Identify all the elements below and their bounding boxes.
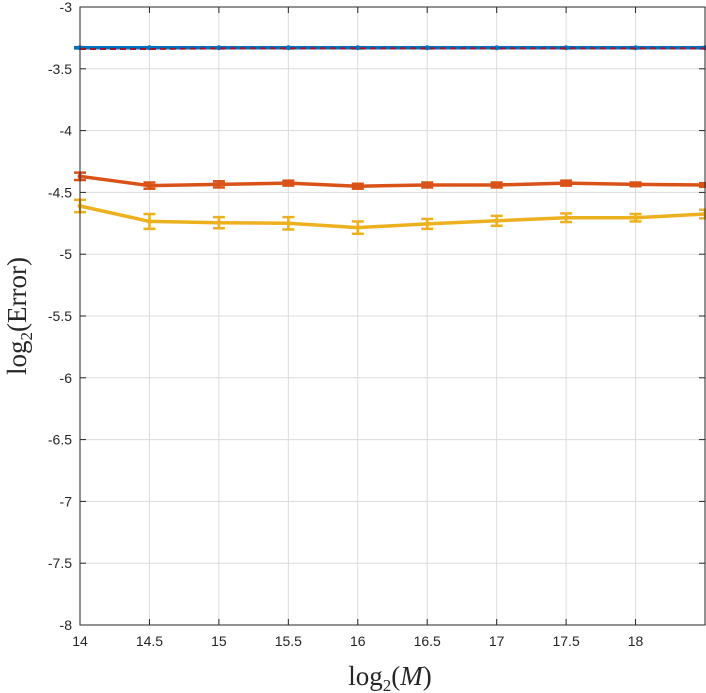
data-point (355, 225, 361, 231)
data-point (494, 182, 500, 188)
x-tick-label: 16 (350, 633, 366, 649)
tick-marks (79, 6, 705, 626)
data-point (424, 221, 430, 227)
x-tick-label: 15.5 (275, 633, 302, 649)
data-point (216, 220, 222, 226)
y-tick-label: -3.5 (48, 61, 72, 77)
series-red-dashed (80, 47, 705, 50)
x-tick-label: 17 (489, 633, 505, 649)
data-point (563, 215, 569, 221)
x-tick-label: 18 (628, 633, 644, 649)
y-tick-labels: -8 -7.5 -7 -6.5 -6 -5.5 -5 -4.5 -4 -3.5 -3 (48, 0, 72, 633)
x-tick-label: 14 (72, 633, 88, 649)
x-tick-label: 14.5 (136, 633, 163, 649)
x-tick-label: 17.5 (552, 633, 579, 649)
y-tick-label: -3 (60, 0, 73, 15)
y-tick-label: -5.5 (48, 308, 72, 324)
y-tick-label: -4 (60, 123, 73, 139)
data-point (355, 183, 361, 189)
data-point (146, 218, 152, 224)
y-tick-label: -6.5 (48, 432, 72, 448)
data-point (494, 218, 500, 224)
x-tick-label: 16.5 (414, 633, 441, 649)
y-tick-label: -5 (60, 246, 73, 262)
data-point (633, 181, 639, 187)
x-tick-labels: 14 14.5 15 15.5 16 16.5 17 17.5 18 (72, 633, 643, 649)
y-tick-label: -4.5 (48, 184, 72, 200)
data-point (355, 45, 361, 51)
data-point (146, 183, 152, 189)
series-orange-line (79, 174, 706, 188)
y-tick-label: -7 (60, 493, 73, 509)
data-point (216, 181, 222, 187)
x-tick-label: 15 (211, 633, 227, 649)
x-axis-label: log2(M) (348, 661, 432, 693)
data-point (285, 45, 291, 51)
series-yellow-line (79, 204, 706, 230)
data-point (285, 220, 291, 226)
y-tick-label: -8 (60, 617, 73, 633)
y-tick-label: -7.5 (48, 555, 72, 571)
data-point (424, 182, 430, 188)
series-red-dashed-line (80, 47, 705, 50)
data-point (633, 215, 639, 221)
data-point (563, 180, 569, 186)
y-axis-label: log2(Error) (2, 257, 36, 375)
y-tick-label: -6 (60, 370, 73, 386)
data-point (285, 180, 291, 186)
